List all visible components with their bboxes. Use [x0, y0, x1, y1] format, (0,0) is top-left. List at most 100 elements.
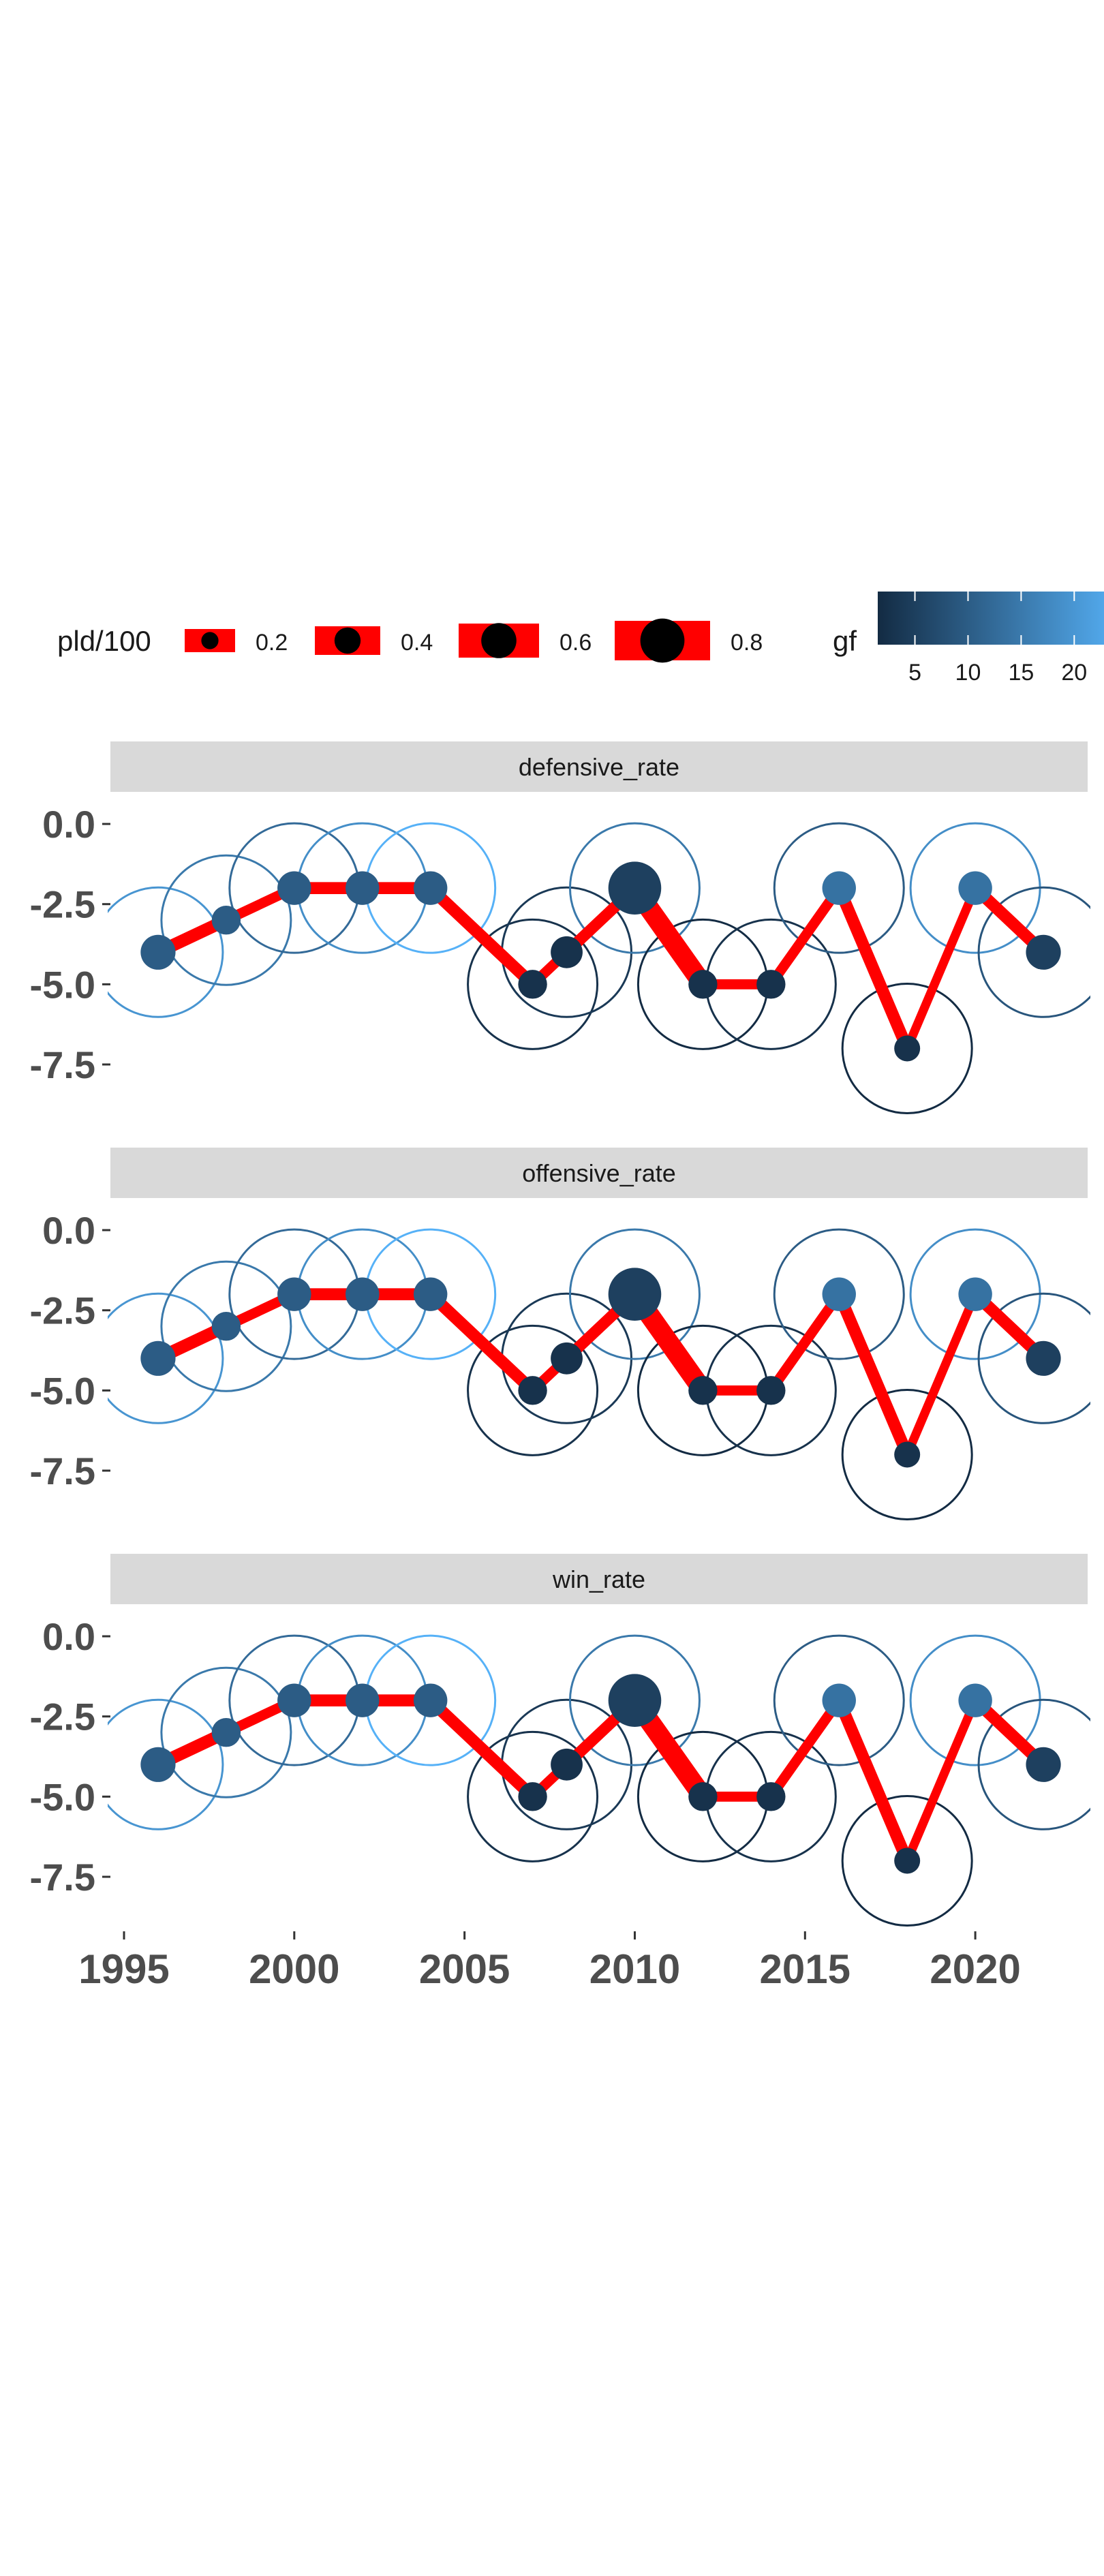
- data-point: [413, 1683, 448, 1717]
- size-legend-label: 0.8: [731, 630, 763, 656]
- series-line-segment: [833, 1694, 914, 1867]
- ring-point: [108, 886, 224, 1018]
- color-legend-label: 15: [1008, 660, 1034, 686]
- ring-point: [568, 822, 701, 954]
- size-legend-key-point: [481, 623, 517, 658]
- size-legend-key-point: [334, 627, 361, 654]
- size-legend-title: pld/100: [57, 625, 151, 657]
- y-tick-label: -2.5: [30, 1289, 96, 1332]
- ring-point: [977, 886, 1090, 1018]
- data-point: [551, 936, 583, 968]
- data-point: [608, 861, 662, 915]
- color-legend-title: gf: [833, 625, 857, 657]
- data-point: [1026, 934, 1061, 970]
- series-line-segment: [833, 1288, 914, 1461]
- size-legend-label: 0.2: [256, 630, 288, 656]
- data-point: [551, 1342, 583, 1375]
- ring-point: [773, 822, 905, 954]
- data-point: [518, 1782, 547, 1811]
- series-line-segment: [902, 883, 980, 1053]
- series-line-segment: [424, 1694, 539, 1803]
- color-legend-label: 10: [955, 660, 981, 686]
- facet-strip: [110, 1554, 1088, 1604]
- size-legend-label: 0.4: [401, 630, 433, 656]
- data-point: [608, 1674, 662, 1727]
- facet-strip: [110, 741, 1088, 792]
- ring-point: [568, 1634, 701, 1766]
- data-point: [822, 1683, 856, 1717]
- y-tick-label: -5.0: [30, 963, 96, 1006]
- x-tick-label: 2020: [930, 1946, 1020, 1992]
- color-legend-label: 20: [1061, 660, 1087, 686]
- series-line-segment: [765, 1289, 844, 1396]
- data-point: [140, 1340, 176, 1376]
- y-tick-label: 0.0: [42, 803, 95, 846]
- size-legend-key-point: [640, 618, 685, 663]
- y-tick-label: -2.5: [30, 1696, 96, 1738]
- size-legend-key-point: [201, 632, 219, 649]
- data-point: [894, 1035, 921, 1062]
- size-legend-label: 0.6: [559, 630, 592, 656]
- panel-plot-area: [108, 1634, 1090, 1927]
- ring-point: [773, 1634, 905, 1766]
- ring-point: [568, 1228, 701, 1360]
- data-point: [413, 1277, 448, 1311]
- series-line-segment: [902, 1289, 980, 1459]
- y-tick-label: -7.5: [30, 1856, 96, 1899]
- data-point: [346, 1277, 380, 1311]
- ring-point: [977, 1292, 1090, 1424]
- y-tick-label: 0.0: [42, 1615, 95, 1658]
- y-tick-label: -2.5: [30, 883, 96, 926]
- data-point: [346, 1683, 380, 1717]
- y-tick-label: -5.0: [30, 1369, 96, 1412]
- data-point: [140, 1747, 176, 1782]
- ring-point: [977, 1698, 1090, 1830]
- x-tick-label: 2015: [760, 1946, 850, 1992]
- data-point: [822, 1277, 856, 1311]
- y-tick-label: -7.5: [30, 1043, 96, 1086]
- data-point: [1026, 1747, 1061, 1782]
- series-line-segment: [902, 1696, 980, 1865]
- ring-point: [160, 854, 292, 986]
- ring-point: [773, 1228, 905, 1360]
- data-point: [688, 1376, 718, 1405]
- data-point: [211, 906, 241, 935]
- ring-point: [841, 1388, 973, 1520]
- ring-point: [160, 1666, 292, 1798]
- data-point: [958, 1683, 992, 1717]
- data-point: [958, 1277, 992, 1311]
- data-point: [822, 871, 856, 905]
- data-point: [346, 871, 380, 905]
- ring-point: [108, 1698, 224, 1830]
- data-point: [756, 1376, 786, 1405]
- ring-point: [160, 1260, 292, 1392]
- data-point: [413, 871, 448, 905]
- data-point: [1026, 1340, 1061, 1376]
- panel-plot-area: [108, 1228, 1090, 1520]
- x-tick-label: 2005: [419, 1946, 510, 1992]
- data-point: [551, 1748, 583, 1781]
- color-legend-bar: [878, 592, 1104, 645]
- data-point: [894, 1847, 921, 1874]
- x-tick-label: 1995: [78, 1946, 169, 1992]
- series-line-segment: [765, 883, 844, 990]
- y-tick-label: -5.0: [30, 1775, 96, 1818]
- facet-strip-label: defensive_rate: [519, 753, 679, 781]
- y-tick-label: 0.0: [42, 1209, 95, 1252]
- y-tick-label: -7.5: [30, 1450, 96, 1492]
- ring-point: [467, 1324, 599, 1456]
- data-point: [277, 1277, 311, 1311]
- ring-point: [467, 1730, 599, 1862]
- ring-point: [841, 1794, 973, 1927]
- series-line-segment: [424, 1288, 539, 1397]
- facet-strip: [110, 1148, 1088, 1198]
- ring-point: [108, 1292, 224, 1424]
- data-point: [518, 970, 547, 999]
- data-point: [756, 970, 786, 999]
- data-point: [608, 1268, 662, 1321]
- data-point: [688, 1782, 718, 1811]
- data-point: [518, 1376, 547, 1405]
- data-point: [688, 970, 718, 999]
- data-point: [958, 871, 992, 905]
- series-line-segment: [765, 1695, 844, 1802]
